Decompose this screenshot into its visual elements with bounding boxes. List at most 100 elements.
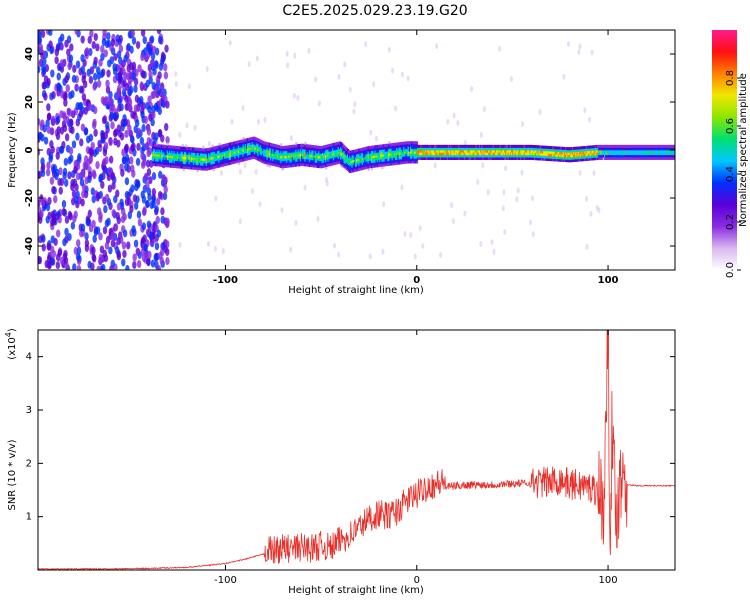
spectrogram-ridge-cell (419, 152, 422, 156)
spectrogram-ridge-cell (395, 147, 398, 151)
spectrogram-ridge-cell (350, 160, 353, 164)
spectrogram-ridge-cell (636, 149, 639, 153)
spectrogram-ridge-cell (506, 147, 509, 151)
spectrogram-ridge-cell (211, 154, 214, 158)
spectrogram-ridge-cell (387, 143, 390, 147)
spectrogram-ridge-cell (330, 143, 334, 147)
spectrogram-ridge-cell (220, 161, 223, 165)
spectrogram-ridge-cell (294, 151, 297, 155)
spectrogram-noise-cell (154, 242, 160, 251)
spectrogram-ridge-cell (340, 144, 343, 148)
spectrogram-ridge-cell (521, 144, 524, 148)
spectrogram-noise-cell (102, 226, 108, 235)
spectrogram-ridge-cell (328, 158, 331, 162)
spectrogram-ridge-cell (155, 146, 158, 150)
spectrogram-ridge-cell (664, 149, 668, 153)
spectrogram-noise-cell (111, 209, 116, 218)
spectrogram-ridge-cell (483, 156, 486, 160)
spectrogram-ridge-cell (536, 152, 539, 156)
spectrogram-ridge-cell (646, 149, 649, 153)
spectrogram-ridge-cell (382, 151, 385, 155)
spectrogram-ridge-cell (367, 148, 370, 152)
spectrogram-ridge-cell (406, 146, 409, 150)
spectrogram-ridge-cell (615, 152, 618, 156)
spectrogram-ridge-cell (226, 148, 229, 152)
spectrogram-noise-cell (158, 36, 163, 45)
spectrogram-ridge-cell (471, 154, 475, 158)
spectrogram-ridge-cell (582, 150, 585, 154)
spectrogram-ridge-cell (375, 149, 378, 153)
spectrogram-ridge-cell (178, 151, 181, 155)
spectrogram-ridge-cell (292, 149, 296, 153)
spectrogram-ridge-cell (365, 161, 368, 165)
spectrogram-ridge-cell (177, 148, 180, 152)
spectrogram-ridge-cell (444, 144, 447, 148)
spectrogram-ridge-cell (218, 162, 221, 166)
spectrogram-ridge-cell (198, 167, 202, 171)
spectrogram-ridge-cell (226, 157, 229, 161)
spectrogram-ridge-cell (299, 158, 303, 162)
spectrogram-ridge-cell (387, 146, 390, 150)
spectrogram-ridge-cell (288, 150, 291, 154)
spectrogram-ridge-cell (382, 149, 385, 153)
spectrogram-ridge-cell (221, 156, 224, 160)
spectrogram-ridge-cell (468, 152, 471, 156)
snr-xtick-label: -100 (214, 575, 237, 586)
spectrogram-ridge-cell (315, 164, 319, 168)
spectrogram-ridge-cell (182, 146, 185, 150)
spectrogram-noise-cell (91, 121, 97, 130)
spectrogram-ridge-cell (631, 154, 634, 158)
spectrogram-ridge-cell (336, 146, 339, 150)
spectrogram-ridge-cell (236, 150, 239, 154)
spectrogram-ridge-cell (597, 154, 600, 158)
spectrogram-ridge-cell (560, 146, 563, 150)
spectrogram-ridge-cell (166, 159, 169, 163)
spectrogram-ridge-cell (351, 157, 354, 161)
spectrogram-ridge-cell (545, 153, 548, 157)
spectrogram-ridge-cell (286, 147, 289, 151)
spectrogram-noise-cell (116, 202, 122, 211)
spectrogram-noise-cell (160, 207, 165, 216)
spectrogram-ridge-cell (252, 146, 255, 150)
spectrogram-ridge-cell (586, 148, 589, 152)
spectrogram-ridge-cell (570, 147, 573, 151)
spectrogram-ridge-cell (278, 149, 281, 153)
spectrogram-ridge-cell (591, 155, 594, 159)
spectrogram-xlabel: Height of straight line (km) (288, 285, 424, 296)
spectrogram-ridge-cell (379, 154, 382, 158)
spectrogram-ridge-cell (506, 149, 509, 153)
spectrogram-ridge-cell (242, 151, 245, 155)
spectrogram-ridge-cell (437, 152, 440, 156)
spectrogram-ridge-cell (511, 149, 514, 153)
spectrogram-ridge-cell (488, 154, 491, 158)
spectrogram-ridge-cell (374, 152, 377, 156)
spectrogram-ridge-cell (190, 166, 193, 170)
spectrogram-ridge-cell (587, 150, 591, 154)
spectrogram-ridge-cell (325, 166, 328, 170)
spectrogram-noise-cell (121, 156, 127, 165)
spectrogram-ridge-cell (260, 145, 264, 149)
spectrogram-ridge-cell (669, 154, 672, 158)
spectrogram-noise-cell (90, 141, 95, 150)
spectrogram-noise-cell (143, 172, 149, 181)
spectrogram-ridge-cell (348, 159, 351, 163)
spectrogram-ridge-cell (275, 146, 278, 150)
spectrogram-noise-cell (98, 232, 103, 241)
spectrogram-ridge-cell (415, 148, 418, 152)
spectrogram-ridge-cell (170, 157, 173, 161)
spectrogram-noise-cell (115, 189, 120, 198)
spectrogram-ridge-cell (195, 164, 198, 168)
spectrogram-noise-cell (65, 115, 70, 124)
spectrogram-ridge-cell (369, 145, 373, 149)
spectrogram-ridge-cell (400, 144, 404, 148)
spectrogram-ridge-cell (434, 156, 437, 160)
spectrogram-noise-cell (324, 176, 328, 183)
spectrogram-ridge-cell (609, 149, 612, 153)
spectrogram-ridge-cell (581, 155, 584, 159)
spectrogram-ridge-cell (330, 160, 334, 164)
spectrogram-ridge-cell (264, 153, 267, 157)
spectrogram-ridge-cell (261, 160, 265, 164)
spectrogram-ridge-cell (171, 157, 174, 161)
spectrogram-ridge-cell (304, 151, 307, 155)
spectrogram-ridge-cell (656, 144, 659, 148)
